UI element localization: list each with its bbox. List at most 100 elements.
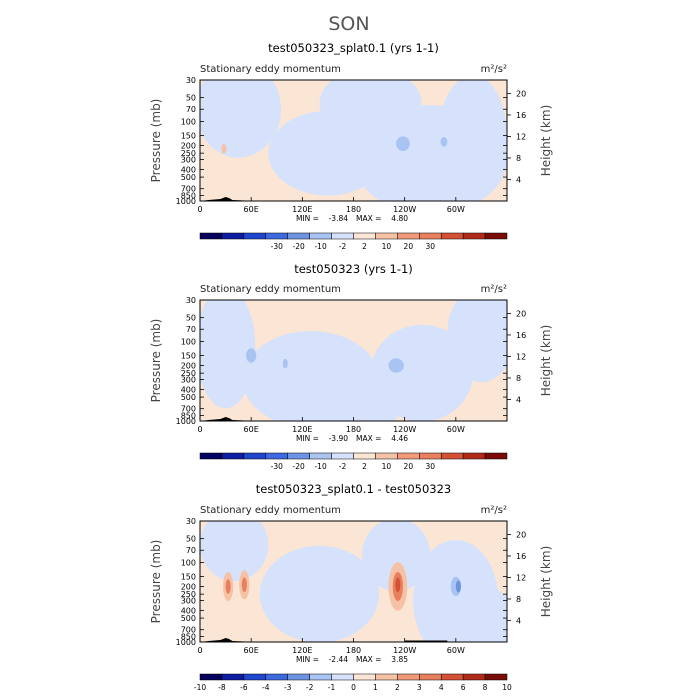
main-title: SON — [328, 13, 369, 35]
x-tick-label: 0 — [197, 205, 202, 214]
x-tick-label: 60W — [447, 205, 465, 214]
y-tick-label: 400 — [181, 606, 196, 615]
colorbar-box — [287, 673, 310, 681]
contour-region-neg_light — [464, 588, 507, 642]
y-tick-label: 50 — [186, 94, 196, 103]
colorbar-box — [331, 232, 354, 240]
y-tick-label: 150 — [181, 352, 196, 361]
y-right-tick-label: 16 — [516, 111, 526, 120]
colorbar-box — [265, 232, 288, 240]
colorbar-label: -2 — [306, 683, 314, 692]
y-tick-label: 30 — [186, 517, 196, 526]
min-label: MIN = — [296, 434, 319, 443]
contour-region-neg_mid — [282, 358, 288, 369]
colorbar-label: 10 — [502, 683, 512, 692]
colorbar-label: 30 — [425, 462, 435, 471]
contour-region-pos_mid — [221, 143, 227, 154]
x-tick-label: 60E — [244, 205, 259, 214]
panel-title: test050323 (yrs 1-1) — [294, 262, 413, 276]
colorbar-box — [221, 452, 245, 460]
x-tick-label: 120E — [292, 646, 312, 655]
colorbar-box — [462, 673, 486, 681]
x-tick-label: 120W — [393, 646, 416, 655]
contour-region-neg_dark — [455, 580, 461, 593]
y-tick-label: 100 — [181, 338, 196, 347]
contour-region-neg_mid — [440, 136, 448, 147]
colorbar-box — [221, 232, 245, 240]
colorbar-box — [243, 232, 267, 240]
max-value: 4.80 — [391, 214, 408, 223]
y-right-tick-label: 4 — [516, 395, 521, 404]
colorbar-box — [375, 452, 398, 460]
panel-2: test050323 (yrs 1-1) Stationary eddy mome… — [149, 262, 553, 471]
y-tick-label: 500 — [181, 173, 196, 182]
colorbar-box — [440, 452, 464, 460]
panel-subtitle: Stationary eddy momentum — [200, 284, 341, 295]
colorbar-box — [484, 232, 508, 240]
topography — [200, 417, 260, 421]
colorbar-box — [199, 232, 223, 240]
x-tick-label: 180 — [346, 205, 361, 214]
y-right-tick-label: 20 — [516, 530, 526, 539]
contour-region-neg_light — [200, 521, 269, 582]
min-label: MIN = — [296, 214, 319, 223]
colorbar-label: 20 — [404, 462, 414, 471]
colorbar-box — [419, 673, 442, 681]
colorbar-box — [419, 232, 442, 240]
colorbar-label: 20 — [404, 242, 414, 251]
colorbar-box — [440, 232, 464, 240]
y-right-tick-label: 4 — [516, 616, 521, 625]
y-right-axis-label: Height (km) — [539, 546, 553, 617]
units-label: m²/s² — [481, 284, 507, 295]
contour-region-neg_mid — [396, 136, 410, 151]
colorbar-label: 1 — [373, 683, 378, 692]
colorbar-label: -1 — [328, 683, 336, 692]
x-tick-label: 180 — [346, 425, 361, 434]
y-tick-label: 50 — [186, 314, 196, 323]
max-label: MAX = — [356, 214, 381, 223]
y-tick-label: 1000 — [176, 197, 196, 206]
contour-region-neg_light — [319, 80, 422, 141]
contour-region-neg_mid — [246, 348, 257, 363]
y-tick-label: 100 — [181, 559, 196, 568]
colorbar-box — [375, 673, 398, 681]
x-tick-label: 60W — [447, 425, 465, 434]
colorbar-box — [397, 673, 420, 681]
x-tick-label: 120W — [393, 205, 416, 214]
y-tick-label: 300 — [181, 375, 196, 384]
y-tick-label: 300 — [181, 155, 196, 164]
colorbar-box — [243, 673, 267, 681]
y-right-tick-label: 8 — [516, 595, 521, 604]
colorbar-box — [287, 452, 310, 460]
colorbar-label: 2 — [362, 242, 367, 251]
y-right-axis-label: Height (km) — [539, 105, 553, 176]
colorbar-label: -4 — [262, 683, 270, 692]
y-axis-label: Pressure (mb) — [149, 540, 163, 624]
y-tick-label: 250 — [181, 369, 196, 378]
min-value: -3.84 — [329, 214, 349, 223]
colorbar-box — [397, 232, 420, 240]
x-tick-label: 60E — [244, 425, 259, 434]
y-right-tick-label: 12 — [516, 573, 526, 582]
contour-region-pos_darker — [395, 577, 401, 592]
colorbar-label: -20 — [293, 242, 305, 251]
colorbar-box — [309, 452, 332, 460]
contour-region-pos_dark — [225, 579, 231, 594]
y-tick-label: 700 — [181, 626, 196, 635]
y-tick-label: 300 — [181, 596, 196, 605]
y-tick-label: 500 — [181, 393, 196, 402]
y-right-tick-label: 8 — [516, 374, 521, 383]
x-tick-label: 120E — [292, 425, 312, 434]
colorbar-label: 2 — [362, 462, 367, 471]
y-right-tick-label: 16 — [516, 331, 526, 340]
x-tick-label: 60E — [244, 646, 259, 655]
y-tick-label: 850 — [181, 632, 196, 641]
colorbar-label: -10 — [194, 683, 206, 692]
y-tick-label: 250 — [181, 149, 196, 158]
colorbar-label: -30 — [271, 462, 283, 471]
contour-region-neg_light — [200, 80, 282, 158]
y-right-tick-label: 12 — [516, 132, 526, 141]
max-label: MAX = — [356, 655, 381, 664]
colorbar-box — [462, 232, 486, 240]
